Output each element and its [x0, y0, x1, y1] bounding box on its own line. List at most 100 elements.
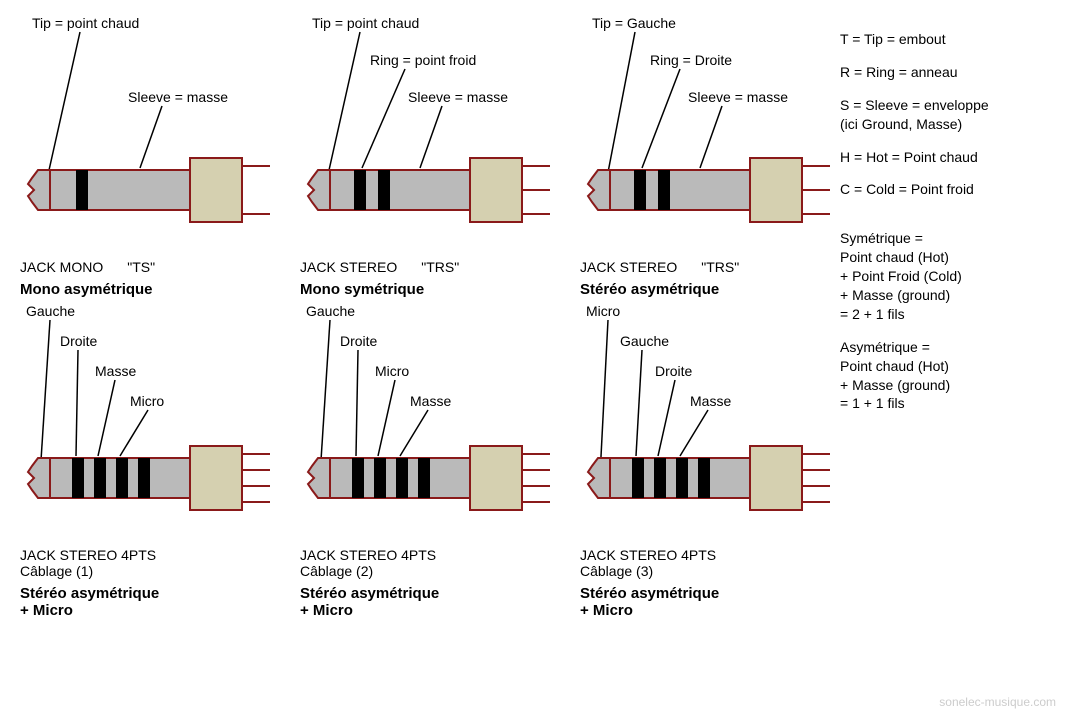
- watermark: sonelec-musique.com: [939, 695, 1056, 709]
- legend-panel: T = Tip = embout R = Ring = anneau S = Sle…: [830, 0, 1066, 715]
- legend-block: Asymétrique =Point chaud (Hot)+ Masse (g…: [840, 338, 1056, 414]
- leader-line: [45, 32, 80, 188]
- part-label: Masse: [690, 393, 731, 409]
- leader-line: [378, 380, 395, 456]
- part-label: Gauche: [620, 333, 669, 349]
- jack-diagram: MicroGauche Droite Masse: [580, 298, 840, 538]
- caption-type: JACK MONO"TS": [20, 259, 280, 275]
- leader-line: [636, 350, 642, 456]
- jack-plug: [28, 158, 270, 222]
- ring-band: [654, 458, 666, 498]
- jack-plug: [588, 446, 830, 510]
- part-label: Droite: [60, 333, 98, 349]
- leader-line: [680, 410, 708, 456]
- ring-band: [632, 458, 644, 498]
- caption-title: Stéréo asymétrique+ Micro: [580, 585, 840, 619]
- main-layout: Tip = point chaud Sleeve = masse JACK MON…: [0, 0, 1066, 715]
- jack-trrs-cablage3: MicroGauche Droite Masse JACK STEREO 4PTSC…: [580, 298, 840, 619]
- part-label: Micro: [586, 303, 620, 319]
- legend-item: T = Tip = embout: [840, 30, 1056, 49]
- part-label: Sleeve = masse: [128, 89, 228, 105]
- jack-diagram: Gauche Droite MicroMasse: [300, 298, 560, 538]
- ring-band: [116, 458, 128, 498]
- leader-line: [642, 69, 680, 168]
- sleeve-housing: [190, 446, 242, 510]
- caption-title: Stéréo asymétrique: [580, 281, 840, 298]
- caption-type: JACK STEREO"TRS": [300, 259, 560, 275]
- jack-trrs-cablage1: Gauche Droite Masse Micro JACK STEREO 4PTSC…: [20, 298, 280, 619]
- leader-line: [605, 32, 635, 188]
- caption-title: Stéréo asymétrique+ Micro: [300, 585, 560, 619]
- ring-band: [72, 458, 84, 498]
- part-label: Sleeve = masse: [688, 89, 788, 105]
- ring-band: [378, 170, 390, 210]
- ring-band: [658, 170, 670, 210]
- leader-line: [120, 410, 148, 456]
- jack-diagram: Gauche Droite Masse Micro: [20, 298, 280, 538]
- jack-diagram: Tip = point chaud Ring = point froid Sleev…: [300, 10, 560, 250]
- caption-type: JACK STEREO 4PTSCâblage (2): [300, 547, 560, 579]
- leader-line: [362, 69, 405, 168]
- diagram-row: Tip = point chaud Sleeve = masse JACK MON…: [20, 10, 830, 298]
- jack-trrs-cablage2: Gauche Droite MicroMasse JACK STEREO 4PTSC…: [300, 298, 560, 619]
- legend-item: S = Sleeve = enveloppe(ici Ground, Masse…: [840, 96, 1056, 134]
- jack-diagram: Tip = GaucheRing = DroiteSleeve = masse: [580, 10, 840, 250]
- caption-title: Stéréo asymétrique+ Micro: [20, 585, 280, 619]
- ring-band: [94, 458, 106, 498]
- part-label: Tip = point chaud: [312, 15, 419, 31]
- diagram-row: GaucheDroiteMasseMicro JACK STEREO 4PTSC…: [20, 298, 830, 619]
- jack-plug: [308, 158, 550, 222]
- ring-band: [698, 458, 710, 498]
- ring-band: [138, 458, 150, 498]
- leader-line: [98, 380, 115, 456]
- diagrams-grid: Tip = point chaud Sleeve = masse JACK MON…: [0, 0, 830, 715]
- part-label: Masse: [410, 393, 451, 409]
- ring-band: [76, 170, 88, 210]
- part-label: Tip = point chaud: [32, 15, 139, 31]
- leader-line: [76, 350, 78, 456]
- leader-line: [420, 106, 442, 168]
- leader-line: [356, 350, 358, 456]
- caption-type: JACK STEREO 4PTSCâblage (1): [20, 547, 280, 579]
- legend-item: R = Ring = anneau: [840, 63, 1056, 82]
- caption-type: JACK STEREO"TRS": [580, 259, 840, 275]
- sleeve-housing: [470, 446, 522, 510]
- part-label: Sleeve = masse: [408, 89, 508, 105]
- part-label: Droite: [655, 363, 693, 379]
- leader-line: [140, 106, 162, 168]
- part-label: Masse: [95, 363, 136, 379]
- legend-item: H = Hot = Point chaud: [840, 148, 1056, 167]
- sleeve-housing: [190, 158, 242, 222]
- jack-plug: [588, 158, 830, 222]
- jack-stereo-trs-stereo-asym: Tip = GaucheRing = DroiteSleeve = masse …: [580, 10, 840, 298]
- caption-type: JACK STEREO 4PTSCâblage (3): [580, 547, 840, 579]
- leader-line: [658, 380, 675, 456]
- sleeve-housing: [750, 158, 802, 222]
- legend-block: Symétrique =Point chaud (Hot)+ Point Fro…: [840, 229, 1056, 323]
- caption-title: Mono symétrique: [300, 281, 560, 298]
- ring-band: [374, 458, 386, 498]
- leader-line: [40, 320, 50, 476]
- part-label: Micro: [375, 363, 409, 379]
- jack-stereo-trs-mono-sym: Tip = point chaud Ring = point froid Sleev…: [300, 10, 560, 298]
- leader-line: [325, 32, 360, 188]
- part-label: Ring = point froid: [370, 52, 476, 68]
- leader-line: [600, 320, 608, 476]
- ring-band: [418, 458, 430, 498]
- part-label: Gauche: [306, 303, 355, 319]
- jack-plug: [28, 446, 270, 510]
- leader-line: [400, 410, 428, 456]
- leader-line: [320, 320, 330, 476]
- part-label: Micro: [130, 393, 164, 409]
- jack-mono-ts: Tip = point chaud Sleeve = masse JACK MON…: [20, 10, 280, 298]
- ring-band: [634, 170, 646, 210]
- ring-band: [396, 458, 408, 498]
- sleeve-housing: [750, 446, 802, 510]
- ring-band: [352, 458, 364, 498]
- ring-band: [676, 458, 688, 498]
- part-label: Ring = Droite: [650, 52, 732, 68]
- part-label: Gauche: [26, 303, 75, 319]
- ring-band: [354, 170, 366, 210]
- part-label: Droite: [340, 333, 378, 349]
- legend-item: C = Cold = Point froid: [840, 180, 1056, 199]
